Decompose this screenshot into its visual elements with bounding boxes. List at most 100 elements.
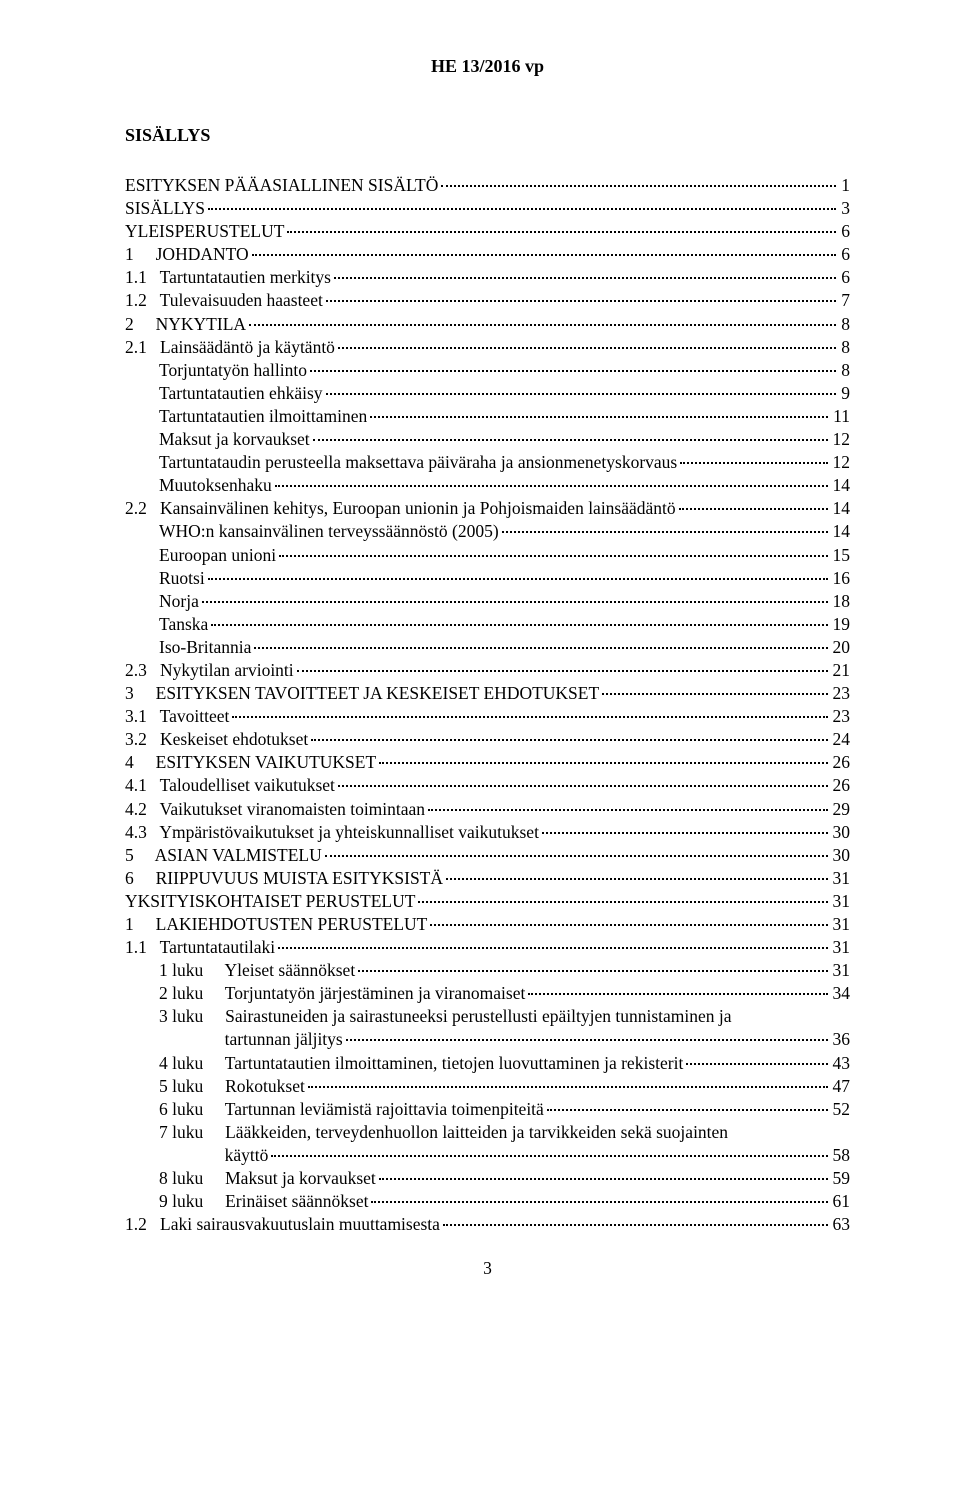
toc-page: 24 bbox=[831, 728, 851, 751]
document-header: HE 13/2016 vp bbox=[125, 56, 850, 77]
toc-page: 36 bbox=[831, 1028, 851, 1051]
toc-leader bbox=[441, 185, 836, 187]
toc-row: 2 NYKYTILA8 bbox=[125, 313, 850, 336]
toc-row: 1.2 Tulevaisuuden haasteet7 bbox=[125, 289, 850, 312]
toc-leader bbox=[308, 1086, 828, 1088]
toc-label: 1 JOHDANTO bbox=[125, 243, 249, 266]
toc-row: SISÄLLYS 3 bbox=[125, 197, 850, 220]
toc-page: 15 bbox=[831, 544, 851, 567]
toc-label: 6 luku Tartunnan leviämistä rajoittavia … bbox=[159, 1098, 544, 1121]
toc-label: 4.3 Ympäristövaikutukset ja yhteiskunnal… bbox=[125, 821, 539, 844]
toc-page: 1 bbox=[839, 174, 850, 197]
toc-leader bbox=[275, 485, 828, 487]
toc-label: 1.2 Laki sairausvakuutuslain muuttamises… bbox=[125, 1213, 440, 1236]
toc-row: 4 ESITYKSEN VAIKUTUKSET26 bbox=[125, 751, 850, 774]
toc-label: Ruotsi bbox=[159, 567, 205, 590]
toc-page: 19 bbox=[831, 613, 851, 636]
toc-page: 23 bbox=[831, 682, 851, 705]
toc-page: 6 bbox=[839, 266, 850, 289]
toc-page: 12 bbox=[831, 428, 851, 451]
toc-page: 29 bbox=[831, 798, 851, 821]
toc-row: 1.2 Laki sairausvakuutuslain muuttamises… bbox=[125, 1213, 850, 1236]
toc-label: YKSITYISKOHTAISET PERUSTELUT bbox=[125, 890, 415, 913]
toc-label: 3 luku Sairastuneiden ja sairastuneeksi … bbox=[159, 1005, 732, 1028]
toc-leader bbox=[232, 716, 827, 718]
toc-page: 31 bbox=[831, 867, 851, 890]
toc-leader bbox=[358, 970, 827, 972]
toc-row: käyttö58 bbox=[125, 1144, 850, 1167]
toc-label: Maksut ja korvaukset bbox=[159, 428, 310, 451]
toc-page: 23 bbox=[831, 705, 851, 728]
toc-label: 9 luku Erinäiset säännökset bbox=[159, 1190, 368, 1213]
toc-leader bbox=[379, 762, 827, 764]
toc-row: 4 luku Tartuntatautien ilmoittaminen, ti… bbox=[125, 1052, 850, 1075]
toc-row: Iso-Britannia 20 bbox=[125, 636, 850, 659]
toc-label: WHO:n kansainvälinen terveyssäännöstö (2… bbox=[159, 520, 499, 543]
toc-page: 47 bbox=[831, 1075, 851, 1098]
toc-row: Ruotsi 16 bbox=[125, 567, 850, 590]
toc-leader bbox=[502, 531, 828, 533]
toc-page: 18 bbox=[831, 590, 851, 613]
toc-leader bbox=[211, 624, 827, 626]
toc-leader bbox=[313, 439, 828, 441]
toc-leader bbox=[287, 231, 836, 233]
table-of-contents: ESITYKSEN PÄÄASIALLINEN SISÄLTÖ1SISÄLLYS… bbox=[125, 174, 850, 1236]
toc-row: 1.1 Tartuntatautien merkitys6 bbox=[125, 266, 850, 289]
toc-label: 2.3 Nykytilan arviointi bbox=[125, 659, 294, 682]
toc-label: tartunnan jäljitys bbox=[159, 1028, 343, 1051]
toc-row: 9 luku Erinäiset säännökset61 bbox=[125, 1190, 850, 1213]
toc-page: 26 bbox=[831, 774, 851, 797]
toc-leader bbox=[271, 1155, 827, 1157]
toc-label: 1.2 Tulevaisuuden haasteet bbox=[125, 289, 323, 312]
toc-label: 2 luku Torjuntatyön järjestäminen ja vir… bbox=[159, 982, 525, 1005]
toc-label: 1 luku Yleiset säännökset bbox=[159, 959, 355, 982]
toc-label: Tartuntatautien ehkäisy bbox=[159, 382, 323, 405]
toc-page: 31 bbox=[831, 890, 851, 913]
toc-label: 4 luku Tartuntatautien ilmoittaminen, ti… bbox=[159, 1052, 683, 1075]
toc-page: 52 bbox=[831, 1098, 851, 1121]
toc-label: Muutoksenhaku bbox=[159, 474, 272, 497]
toc-leader bbox=[528, 993, 827, 995]
toc-row: 5 luku Rokotukset 47 bbox=[125, 1075, 850, 1098]
toc-leader bbox=[542, 832, 828, 834]
toc-leader bbox=[379, 1178, 828, 1180]
toc-page: 16 bbox=[831, 567, 851, 590]
toc-leader bbox=[326, 393, 837, 395]
toc-row: 7 luku Lääkkeiden, terveydenhuollon lait… bbox=[125, 1121, 850, 1144]
toc-page: 11 bbox=[831, 405, 850, 428]
toc-page: 43 bbox=[831, 1052, 851, 1075]
toc-row: 3 ESITYKSEN TAVOITTEET JA KESKEISET EHDO… bbox=[125, 682, 850, 705]
toc-leader bbox=[278, 947, 827, 949]
toc-leader bbox=[325, 855, 828, 857]
toc-row: 3 luku Sairastuneiden ja sairastuneeksi … bbox=[125, 1005, 850, 1028]
toc-leader bbox=[547, 1109, 828, 1111]
toc-leader bbox=[279, 555, 827, 557]
toc-leader bbox=[334, 277, 836, 279]
toc-page: 20 bbox=[831, 636, 851, 659]
toc-page: 31 bbox=[831, 936, 851, 959]
toc-label: 1 LAKIEHDOTUSTEN PERUSTELUT bbox=[125, 913, 427, 936]
toc-page: 8 bbox=[839, 359, 850, 382]
toc-label: 2.2 Kansainvälinen kehitys, Euroopan uni… bbox=[125, 497, 676, 520]
toc-row: Tanska 19 bbox=[125, 613, 850, 636]
toc-label: 5 luku Rokotukset bbox=[159, 1075, 305, 1098]
toc-page: 3 bbox=[839, 197, 850, 220]
toc-page: 14 bbox=[831, 520, 851, 543]
toc-row: Tartuntatautien ehkäisy9 bbox=[125, 382, 850, 405]
toc-row: 6 luku Tartunnan leviämistä rajoittavia … bbox=[125, 1098, 850, 1121]
toc-label: SISÄLLYS bbox=[125, 197, 205, 220]
toc-leader bbox=[446, 878, 827, 880]
toc-leader bbox=[430, 924, 827, 926]
toc-label: ESITYKSEN PÄÄASIALLINEN SISÄLTÖ bbox=[125, 174, 438, 197]
toc-leader bbox=[418, 901, 827, 903]
toc-label: Iso-Britannia bbox=[159, 636, 251, 659]
toc-label: 2 NYKYTILA bbox=[125, 313, 246, 336]
toc-leader bbox=[346, 1039, 828, 1041]
toc-label: 6 RIIPPUVUUS MUISTA ESITYKSISTÄ bbox=[125, 867, 443, 890]
toc-leader bbox=[326, 300, 836, 302]
toc-label: Tanska bbox=[159, 613, 208, 636]
toc-label: YLEISPERUSTELUT bbox=[125, 220, 284, 243]
toc-page: 21 bbox=[831, 659, 851, 682]
toc-page: 31 bbox=[831, 959, 851, 982]
toc-row: 4.1 Taloudelliset vaikutukset26 bbox=[125, 774, 850, 797]
